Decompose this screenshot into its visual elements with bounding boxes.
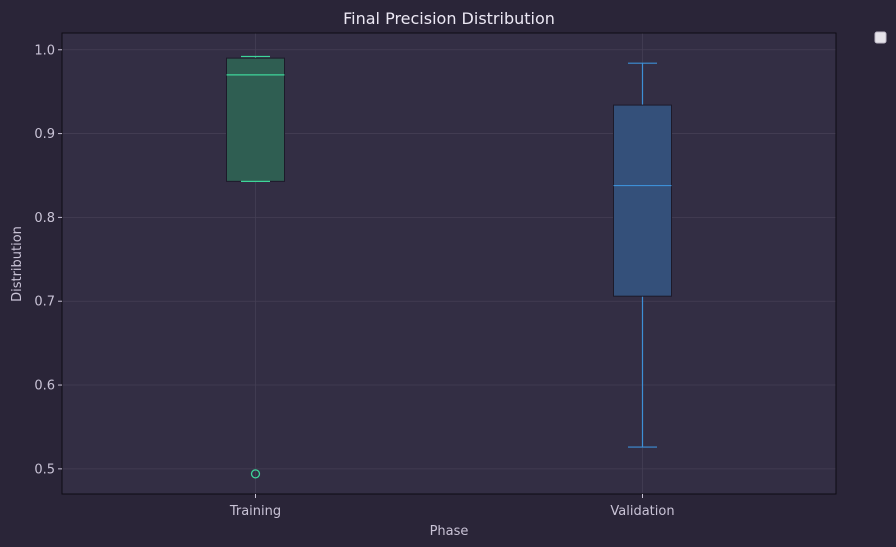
box-body <box>613 104 672 297</box>
plot-frame <box>61 32 837 495</box>
y-axis-title: Distribution <box>10 226 25 302</box>
box-body <box>226 57 285 182</box>
outlier-point <box>250 469 261 479</box>
x-axis-title: Phase <box>430 524 469 539</box>
y-tick-label: 0.9 <box>34 127 55 142</box>
boxes <box>226 55 672 479</box>
y-tick-label: 0.8 <box>34 211 55 226</box>
y-tick-label: 1.0 <box>34 43 55 58</box>
y-tick-label: 0.6 <box>34 379 55 394</box>
box-validation <box>613 62 672 448</box>
plot-area <box>62 33 836 494</box>
x-tick-label: Training <box>229 504 281 519</box>
box-training <box>226 55 285 479</box>
legend-box <box>874 31 887 44</box>
chart-title: Final Precision Distribution <box>343 9 555 28</box>
y-tick-label: 0.7 <box>34 295 55 310</box>
ticks: 0.5 0.6 0.7 0.8 0.9 1.0 Training Validation <box>34 43 674 519</box>
y-tick-label: 0.5 <box>34 462 55 477</box>
x-tick-label: Validation <box>610 504 674 519</box>
